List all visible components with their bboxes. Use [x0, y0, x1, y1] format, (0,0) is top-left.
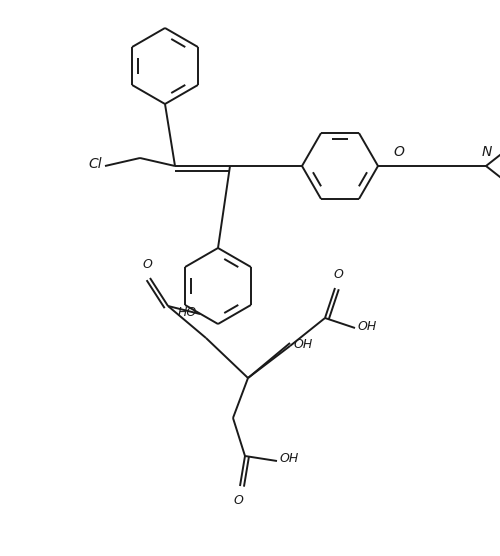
Text: OH: OH [294, 339, 313, 351]
Text: OH: OH [358, 320, 378, 332]
Text: N: N [482, 145, 492, 159]
Text: O: O [142, 258, 152, 271]
Text: O: O [233, 494, 243, 507]
Text: O: O [394, 145, 404, 159]
Text: O: O [333, 268, 343, 281]
Text: Cl: Cl [88, 157, 102, 171]
Text: OH: OH [280, 453, 299, 465]
Text: HO: HO [178, 306, 197, 320]
